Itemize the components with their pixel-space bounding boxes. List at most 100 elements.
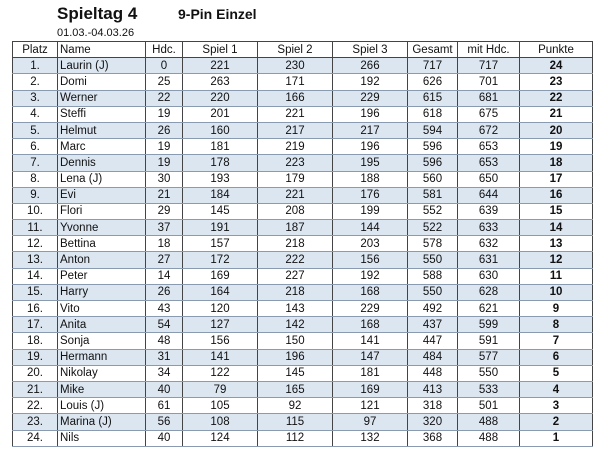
column-header-gesamt: Gesamt <box>407 40 458 59</box>
cell-hdc: 27 <box>145 251 183 269</box>
cell-platz: 6. <box>12 138 58 156</box>
cell-mit-hdc: 488 <box>457 430 520 447</box>
cell-spiel-3: 176 <box>332 187 408 204</box>
cell-platz: 7. <box>12 154 58 172</box>
cell-spiel-1: 79 <box>182 381 258 399</box>
cell-spiel-2: 112 <box>257 430 333 447</box>
cell-punkte: 1 <box>519 430 593 447</box>
cell-spiel-2: 227 <box>257 268 333 285</box>
cell-punkte: 6 <box>519 349 593 366</box>
cell-hdc: 31 <box>145 349 183 366</box>
cell-spiel-2: 171 <box>257 73 333 91</box>
cell-mit-hdc: 701 <box>457 73 520 91</box>
cell-spiel-2: 92 <box>257 397 333 415</box>
cell-gesamt: 550 <box>407 251 458 269</box>
cell-spiel-3: 168 <box>332 284 408 302</box>
cell-platz: 3. <box>12 90 58 107</box>
table-row: 2. Domi 25 263 171 192 626 701 23 <box>12 73 593 91</box>
cell-name: Anton <box>57 251 146 269</box>
cell-spiel-3: 203 <box>332 235 408 253</box>
cell-mit-hdc: 653 <box>457 138 520 156</box>
cell-mit-hdc: 672 <box>457 122 520 140</box>
cell-punkte: 2 <box>519 413 593 431</box>
cell-gesamt: 594 <box>407 122 458 140</box>
cell-spiel-2: 221 <box>257 187 333 204</box>
cell-spiel-3: 192 <box>332 268 408 285</box>
cell-spiel-2: 219 <box>257 138 333 156</box>
cell-hdc: 25 <box>145 73 183 91</box>
cell-gesamt: 581 <box>407 187 458 204</box>
cell-mit-hdc: 621 <box>457 300 520 318</box>
cell-spiel-2: 150 <box>257 332 333 350</box>
cell-platz: 22. <box>12 397 58 415</box>
cell-hdc: 0 <box>145 57 183 75</box>
cell-spiel-1: 141 <box>182 349 258 366</box>
cell-hdc: 14 <box>145 268 183 285</box>
cell-spiel-3: 192 <box>332 73 408 91</box>
table-row: 12. Bettina 18 157 218 203 578 632 13 <box>12 235 593 253</box>
table-row: 8. Lena (J) 30 193 179 188 560 650 17 <box>12 171 593 188</box>
cell-gesamt: 368 <box>407 430 458 447</box>
cell-mit-hdc: 650 <box>457 171 520 188</box>
cell-platz: 23. <box>12 413 58 431</box>
cell-name: Dennis <box>57 154 146 172</box>
standings-table: Platz Name Hdc. Spiel 1 Spiel 2 Spiel 3 Gesamt… <box>12 40 593 447</box>
cell-punkte: 16 <box>519 187 593 204</box>
cell-name: Sonja <box>57 332 146 350</box>
table-row: 24. Nils 40 124 112 132 368 488 1 <box>12 430 593 447</box>
cell-punkte: 3 <box>519 397 593 415</box>
table-row: 13. Anton 27 172 222 156 550 631 12 <box>12 251 593 269</box>
cell-punkte: 24 <box>519 57 593 75</box>
cell-punkte: 19 <box>519 138 593 156</box>
cell-spiel-3: 196 <box>332 138 408 156</box>
cell-punkte: 15 <box>519 203 593 221</box>
column-header-platz: Platz <box>12 40 58 59</box>
cell-spiel-1: 160 <box>182 122 258 140</box>
cell-spiel-1: 145 <box>182 203 258 221</box>
cell-hdc: 34 <box>145 365 183 382</box>
cell-name: Vito <box>57 300 146 318</box>
cell-gesamt: 618 <box>407 106 458 123</box>
page-subtitle: 9-Pin Einzel <box>178 6 257 22</box>
cell-mit-hdc: 628 <box>457 284 520 302</box>
cell-spiel-1: 178 <box>182 154 258 172</box>
cell-name: Nils <box>57 430 146 447</box>
cell-mit-hdc: 675 <box>457 106 520 123</box>
cell-spiel-1: 193 <box>182 171 258 188</box>
table-row: 21. Mike 40 79 165 169 413 533 4 <box>12 381 593 399</box>
cell-hdc: 48 <box>145 332 183 350</box>
cell-name: Mike <box>57 381 146 399</box>
cell-punkte: 8 <box>519 316 593 334</box>
cell-hdc: 21 <box>145 187 183 204</box>
cell-platz: 11. <box>12 219 58 237</box>
cell-spiel-3: 196 <box>332 106 408 123</box>
cell-spiel-3: 168 <box>332 316 408 334</box>
cell-spiel-3: 188 <box>332 171 408 188</box>
cell-punkte: 20 <box>519 122 593 140</box>
table-row: 14. Peter 14 169 227 192 588 630 11 <box>12 268 593 285</box>
cell-platz: 13. <box>12 251 58 269</box>
cell-punkte: 14 <box>519 219 593 237</box>
cell-spiel-1: 108 <box>182 413 258 431</box>
cell-platz: 21. <box>12 381 58 399</box>
cell-spiel-1: 181 <box>182 138 258 156</box>
cell-gesamt: 615 <box>407 90 458 107</box>
table-row: 1. Laurin (J) 0 221 230 266 717 717 24 <box>12 57 593 75</box>
cell-gesamt: 447 <box>407 332 458 350</box>
cell-gesamt: 626 <box>407 73 458 91</box>
table-row: 4. Steffi 19 201 221 196 618 675 21 <box>12 106 593 123</box>
table-row: 16. Vito 43 120 143 229 492 621 9 <box>12 300 593 318</box>
cell-spiel-2: 187 <box>257 219 333 237</box>
table-row: 23. Marina (J) 56 108 115 97 320 488 2 <box>12 413 593 431</box>
cell-platz: 1. <box>12 57 58 75</box>
cell-spiel-2: 143 <box>257 300 333 318</box>
cell-spiel-1: 172 <box>182 251 258 269</box>
column-header-hdc: Hdc. <box>145 40 183 59</box>
column-header-punkte: Punkte <box>519 40 593 59</box>
cell-mit-hdc: 681 <box>457 90 520 107</box>
cell-spiel-3: 144 <box>332 219 408 237</box>
cell-hdc: 18 <box>145 235 183 253</box>
cell-spiel-3: 229 <box>332 300 408 318</box>
cell-spiel-1: 191 <box>182 219 258 237</box>
cell-mit-hdc: 501 <box>457 397 520 415</box>
